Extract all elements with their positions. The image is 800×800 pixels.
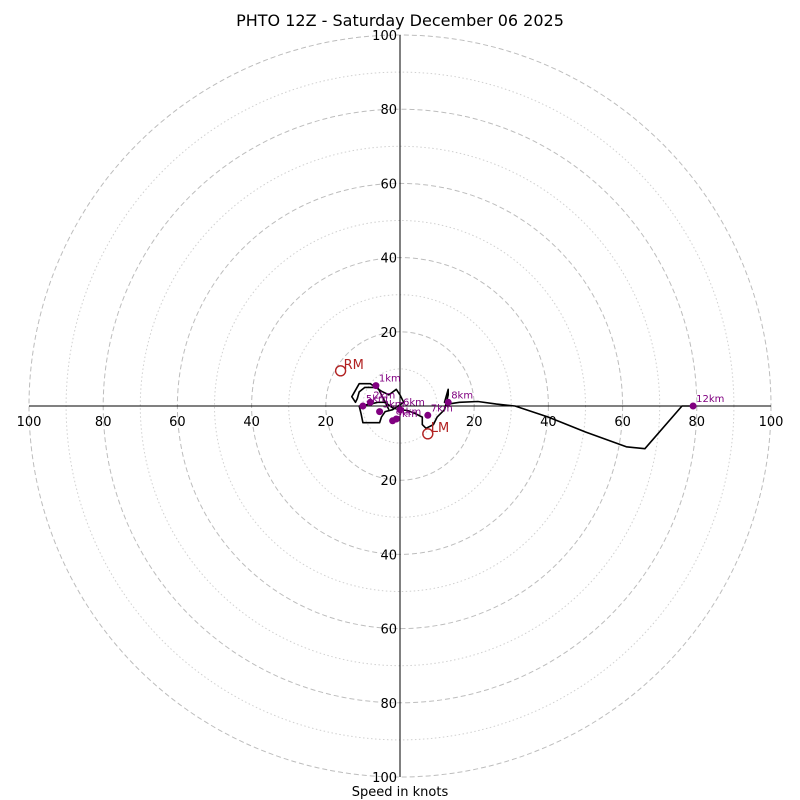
- height-label-7km: 7km: [431, 403, 453, 414]
- height-label-1km: 1km: [379, 374, 401, 385]
- storm-motion-rm-marker: [334, 365, 347, 377]
- height-label-5km: 5km: [366, 394, 388, 405]
- storm-motion-lm-marker: [422, 428, 434, 440]
- x-tick-label-right: 20: [466, 415, 483, 430]
- chart-title: PHTO 12Z - Saturday December 06 2025: [236, 11, 564, 30]
- y-tick-label-bottom: 80: [380, 697, 397, 712]
- height-label-2km: 2km: [373, 390, 395, 401]
- x-tick-label-right: 60: [614, 415, 631, 430]
- storm-motion-lm-label: LM: [431, 421, 449, 436]
- y-tick-label-top: 100: [372, 29, 397, 44]
- x-axis-label: Speed in knots: [352, 785, 449, 800]
- height-marker-1km: [372, 382, 380, 390]
- height-label-12km: 12km: [696, 394, 724, 405]
- y-tick-label-top: 80: [380, 103, 397, 118]
- height-label-8km: 8km: [451, 390, 473, 401]
- height-label-9km: 9km: [396, 409, 418, 420]
- y-tick-label-bottom: 60: [380, 623, 397, 638]
- x-tick-label-left: 20: [318, 415, 335, 430]
- height-label-3km: 3km: [383, 400, 405, 411]
- x-tick-label-left: 80: [95, 415, 112, 430]
- height-label-6km: 6km: [403, 398, 425, 409]
- height-marker-6km: [396, 406, 404, 414]
- y-tick-label-top: 40: [380, 252, 397, 267]
- x-tick-label-left: 60: [169, 415, 186, 430]
- height-marker-3km: [376, 408, 384, 416]
- wind-trace-line: [350, 382, 694, 450]
- height-marker-7km: [424, 411, 432, 419]
- height-label-4km: 4km: [399, 407, 421, 418]
- y-tick-label-top: 20: [380, 326, 397, 341]
- x-tick-label-right: 100: [759, 415, 784, 430]
- height-marker-8km: [444, 398, 452, 406]
- storm-motion-markers: RM LM: [334, 358, 449, 440]
- x-tick-label-left: 100: [17, 415, 42, 430]
- x-tick-label-right: 80: [689, 415, 706, 430]
- y-tick-label-top: 60: [380, 177, 397, 192]
- y-tick-label-bottom: 40: [380, 548, 397, 563]
- height-marker-5km: [359, 402, 367, 410]
- storm-motion-rm-label: RM: [344, 358, 364, 373]
- y-tick-label-bottom: 100: [372, 771, 397, 786]
- y-tick-label-bottom: 20: [380, 474, 397, 489]
- height-marker-2km: [366, 398, 374, 406]
- height-marker-12km: [689, 402, 697, 410]
- x-tick-label-left: 40: [243, 415, 260, 430]
- height-marker-9km: [389, 417, 397, 425]
